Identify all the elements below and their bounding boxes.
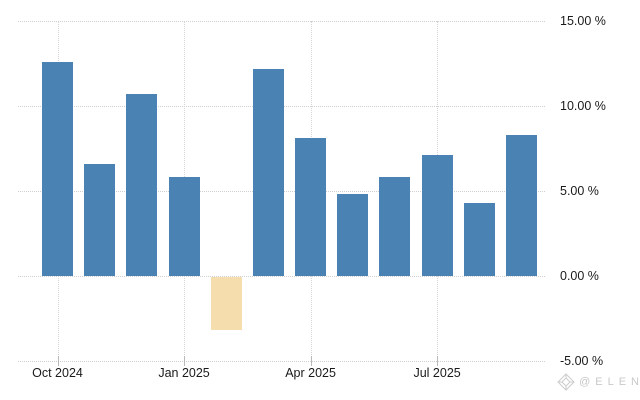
y-axis-tick-label: 15.00 %: [560, 14, 606, 28]
bar-oct-2024[interactable]: [42, 61, 73, 276]
watermark-diamond-icon: [557, 373, 575, 391]
bar-may-2025[interactable]: [337, 194, 369, 276]
bar-aug-2025[interactable]: [463, 202, 495, 276]
watermark-text: @ELEN: [579, 376, 640, 388]
y-gridline: [18, 276, 545, 277]
x-axis-tick: [57, 356, 59, 366]
bar-apr-2025[interactable]: [295, 138, 327, 276]
bar-jun-2025[interactable]: [379, 177, 411, 276]
bar-nov-2024[interactable]: [84, 163, 116, 276]
x-axis-tick: [437, 356, 439, 366]
bar-sep-2025[interactable]: [505, 134, 537, 276]
y-axis-tick-label: -5.00 %: [560, 354, 604, 368]
y-gridline: [18, 361, 545, 362]
x-axis-tick: [310, 356, 312, 366]
x-axis-tick-label: Oct 2024: [32, 366, 83, 380]
watermark: @ELEN: [557, 373, 640, 391]
x-axis-tick-label: Apr 2025: [285, 366, 336, 380]
x-axis-tick: [184, 356, 186, 366]
y-axis-tick-label: 10.00 %: [560, 99, 606, 113]
y-axis-tick-label: 0.00 %: [560, 269, 599, 283]
x-axis-tick-label: Jul 2025: [413, 366, 461, 380]
bar-dec-2024[interactable]: [126, 94, 158, 276]
x-axis-tick-label: Jan 2025: [158, 366, 210, 380]
bar-jan-2025[interactable]: [168, 177, 200, 276]
bar-jul-2025[interactable]: [421, 155, 453, 276]
y-gridline: [18, 21, 545, 22]
bar-mar-2025[interactable]: [252, 68, 284, 276]
y-axis-tick-label: 5.00 %: [560, 184, 599, 198]
bar-feb-2025[interactable]: [210, 277, 242, 330]
